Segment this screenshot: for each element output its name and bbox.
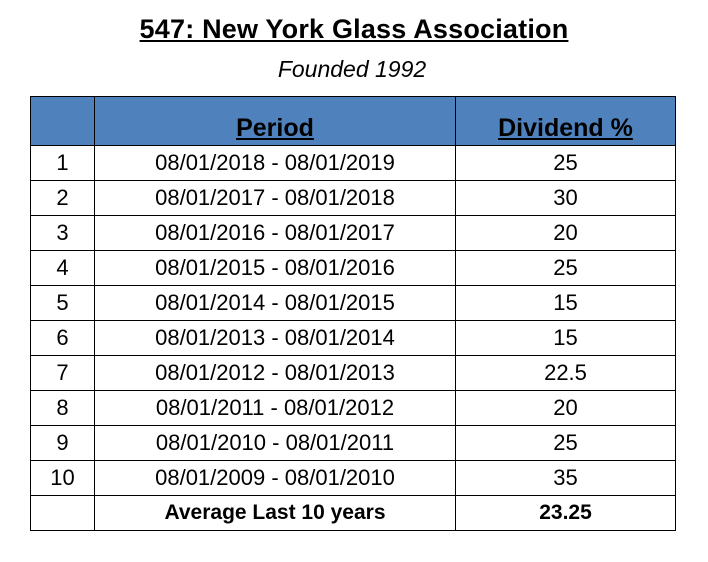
table-footer-row: Average Last 10 years 23.25	[30, 495, 676, 531]
row-period: 08/01/2013 - 08/01/2014	[94, 320, 456, 356]
dividend-table: Period Dividend % 1 08/01/2018 - 08/01/2…	[30, 96, 676, 531]
row-dividend: 35	[455, 460, 676, 496]
row-period: 08/01/2018 - 08/01/2019	[94, 145, 456, 181]
table-row: 7 08/01/2012 - 08/01/2013 22.5	[30, 355, 676, 391]
header-index	[30, 96, 95, 146]
row-index: 2	[30, 180, 95, 216]
page-title: 547: New York Glass Association	[139, 14, 569, 44]
table-row: 3 08/01/2016 - 08/01/2017 20	[30, 215, 676, 251]
row-period: 08/01/2010 - 08/01/2011	[94, 425, 456, 461]
row-period: 08/01/2012 - 08/01/2013	[94, 355, 456, 391]
header-dividend: Dividend %	[455, 96, 676, 146]
table-row: 6 08/01/2013 - 08/01/2014 15	[30, 320, 676, 356]
row-dividend: 20	[455, 390, 676, 426]
footer-empty-cell	[30, 495, 95, 531]
table-row: 10 08/01/2009 - 08/01/2010 35	[30, 460, 676, 496]
row-index: 1	[30, 145, 95, 181]
row-index: 9	[30, 425, 95, 461]
row-period: 08/01/2017 - 08/01/2018	[94, 180, 456, 216]
row-dividend: 25	[455, 250, 676, 286]
table-row: 2 08/01/2017 - 08/01/2018 30	[30, 180, 676, 216]
row-period: 08/01/2011 - 08/01/2012	[94, 390, 456, 426]
table-row: 4 08/01/2015 - 08/01/2016 25	[30, 250, 676, 286]
row-index: 7	[30, 355, 95, 391]
row-dividend: 15	[455, 320, 676, 356]
row-index: 3	[30, 215, 95, 251]
row-index: 8	[30, 390, 95, 426]
row-index: 10	[30, 460, 95, 496]
table-header-row: Period Dividend %	[30, 96, 676, 146]
row-dividend: 22.5	[455, 355, 676, 391]
average-value: 23.25	[455, 495, 676, 531]
row-period: 08/01/2009 - 08/01/2010	[94, 460, 456, 496]
row-dividend: 25	[455, 145, 676, 181]
table-row: 5 08/01/2014 - 08/01/2015 15	[30, 285, 676, 321]
table-row: 9 08/01/2010 - 08/01/2011 25	[30, 425, 676, 461]
row-index: 4	[30, 250, 95, 286]
row-dividend: 25	[455, 425, 676, 461]
row-dividend: 15	[455, 285, 676, 321]
table-row: 8 08/01/2011 - 08/01/2012 20	[30, 390, 676, 426]
page-subtitle: Founded 1992	[277, 56, 427, 82]
row-index: 6	[30, 320, 95, 356]
row-period: 08/01/2015 - 08/01/2016	[94, 250, 456, 286]
row-period: 08/01/2016 - 08/01/2017	[94, 215, 456, 251]
header-period: Period	[94, 96, 456, 146]
table-row: 1 08/01/2018 - 08/01/2019 25	[30, 145, 676, 181]
table-body: 1 08/01/2018 - 08/01/2019 25 2 08/01/201…	[30, 145, 676, 496]
row-dividend: 30	[455, 180, 676, 216]
row-period: 08/01/2014 - 08/01/2015	[94, 285, 456, 321]
row-index: 5	[30, 285, 95, 321]
average-label: Average Last 10 years	[94, 495, 456, 531]
row-dividend: 20	[455, 215, 676, 251]
